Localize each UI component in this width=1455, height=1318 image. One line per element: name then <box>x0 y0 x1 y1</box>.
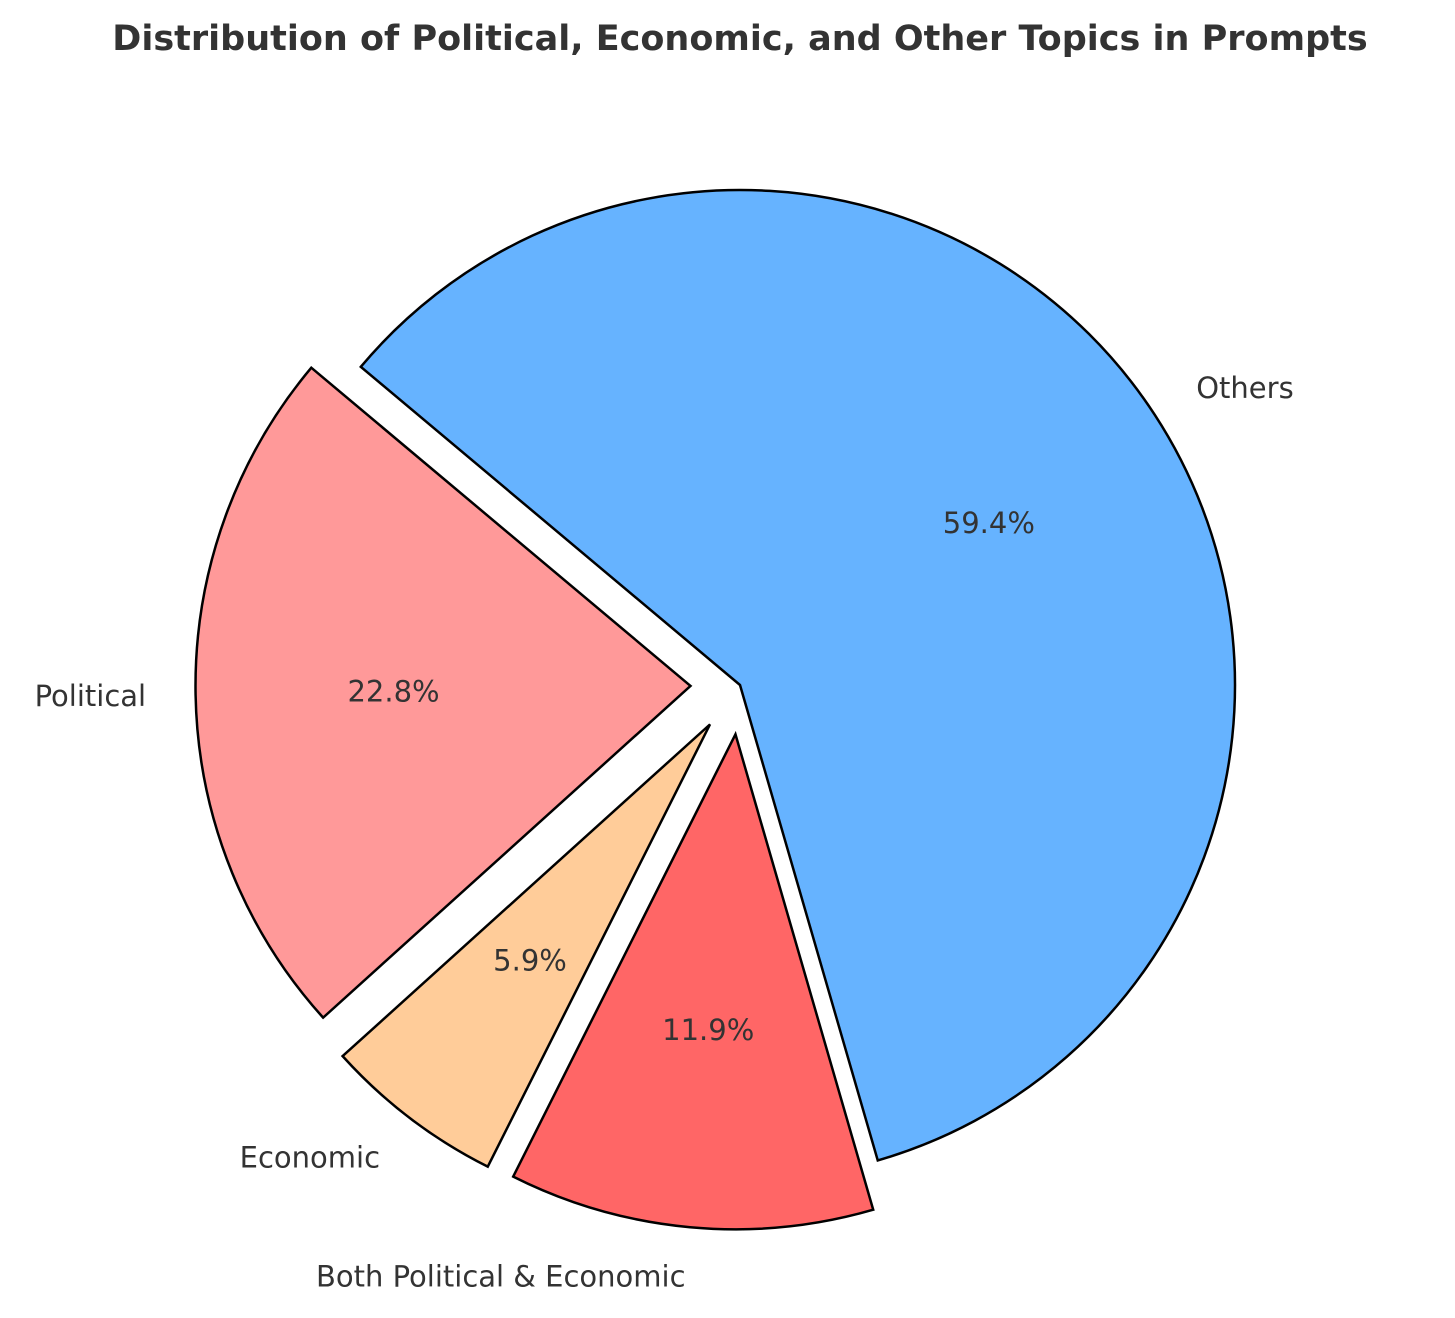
pie-slices <box>194 188 1237 1231</box>
pct-label-both-political-and-economic: 11.9% <box>662 1013 754 1047</box>
slice-label-others: Others <box>1196 371 1293 405</box>
pie-slice-both-political-and-economic <box>511 730 875 1231</box>
pct-label-others: 59.4% <box>943 506 1035 540</box>
pie-slice-political <box>194 365 693 1020</box>
slice-label-political: Political <box>35 679 147 713</box>
pie-slice-others <box>359 188 1237 1162</box>
pie-slice-economic <box>340 723 712 1169</box>
pie-labels: Political 22.8% Economic 5.9% Both Political… <box>35 371 1294 1294</box>
pct-label-political: 22.8% <box>347 674 439 708</box>
pct-label-economic: 5.9% <box>493 944 567 978</box>
slice-label-both-political-and-economic: Both Political & Economic <box>316 1259 686 1293</box>
slice-label-economic: Economic <box>240 1141 380 1175</box>
chart-title: Distribution of Political, Economic, and… <box>112 19 1367 59</box>
